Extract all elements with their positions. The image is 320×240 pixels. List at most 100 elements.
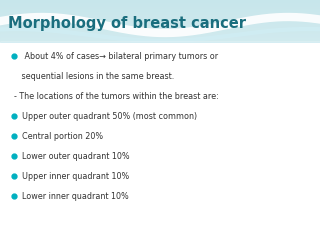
Bar xyxy=(0,175,320,176)
Bar xyxy=(0,170,320,172)
Text: - The locations of the tumors within the breast are:: - The locations of the tumors within the… xyxy=(14,92,219,101)
Bar xyxy=(0,128,320,130)
Bar xyxy=(0,220,320,222)
Bar xyxy=(0,235,320,236)
Bar xyxy=(0,10,320,12)
Bar xyxy=(0,76,320,78)
Bar xyxy=(0,210,320,211)
Bar xyxy=(0,31,320,32)
Bar xyxy=(0,111,320,113)
Bar xyxy=(0,52,320,54)
Text: Morphology of breast cancer: Morphology of breast cancer xyxy=(8,16,246,31)
Bar xyxy=(0,217,320,218)
Bar xyxy=(0,97,320,98)
Bar xyxy=(0,37,320,38)
Bar xyxy=(0,56,320,58)
Bar xyxy=(0,154,320,156)
Bar xyxy=(0,207,320,209)
Bar xyxy=(0,224,320,226)
Bar xyxy=(0,27,320,29)
Bar xyxy=(0,150,320,151)
Bar xyxy=(0,15,320,17)
Bar xyxy=(0,42,320,240)
Bar xyxy=(0,182,320,184)
Bar xyxy=(0,229,320,230)
Bar xyxy=(0,134,320,136)
Bar xyxy=(0,51,320,53)
Bar xyxy=(0,212,320,214)
Bar xyxy=(0,204,320,205)
Bar xyxy=(0,104,320,106)
Bar xyxy=(0,103,320,104)
Bar xyxy=(0,145,320,146)
Bar xyxy=(0,81,320,83)
Bar xyxy=(0,234,320,235)
Bar xyxy=(0,172,320,174)
Bar xyxy=(0,140,320,142)
Bar xyxy=(0,148,320,150)
Bar xyxy=(0,165,320,167)
Bar xyxy=(0,177,320,179)
Bar xyxy=(0,201,320,203)
Bar xyxy=(0,193,320,194)
Bar xyxy=(0,127,320,128)
Bar xyxy=(0,63,320,65)
Bar xyxy=(0,219,320,221)
Bar xyxy=(0,62,320,64)
Bar xyxy=(0,186,320,187)
Bar xyxy=(0,153,320,155)
Bar xyxy=(0,222,320,223)
Bar xyxy=(0,18,320,19)
Bar xyxy=(0,61,320,62)
Bar xyxy=(0,181,320,182)
Bar xyxy=(0,178,320,180)
Bar xyxy=(0,54,320,55)
Bar xyxy=(0,9,320,11)
Text: sequential lesions in the same breast.: sequential lesions in the same breast. xyxy=(14,72,174,81)
Bar xyxy=(0,84,320,85)
Bar xyxy=(0,60,320,61)
Bar xyxy=(0,82,320,84)
Bar xyxy=(0,93,320,95)
Bar xyxy=(0,169,320,170)
Bar xyxy=(0,45,320,240)
Text: Upper outer quadrant 50% (most common): Upper outer quadrant 50% (most common) xyxy=(22,112,197,121)
Bar xyxy=(0,225,320,227)
Bar xyxy=(0,118,320,120)
Bar xyxy=(0,57,320,59)
Bar xyxy=(0,21,320,23)
Bar xyxy=(0,152,320,154)
Bar xyxy=(0,32,320,34)
Bar xyxy=(0,116,320,118)
Bar xyxy=(0,100,320,102)
Bar xyxy=(0,195,320,197)
Bar xyxy=(0,122,320,124)
Bar xyxy=(0,115,320,116)
Bar xyxy=(0,192,320,193)
Bar xyxy=(0,7,320,8)
Bar xyxy=(0,91,320,92)
Bar xyxy=(0,13,320,14)
Bar xyxy=(0,68,320,70)
Bar xyxy=(0,79,320,80)
Bar xyxy=(0,28,320,30)
Bar xyxy=(0,141,320,143)
Bar xyxy=(0,85,320,86)
Bar xyxy=(0,205,320,206)
Bar xyxy=(0,86,320,88)
Bar xyxy=(0,133,320,134)
Bar xyxy=(0,146,320,148)
Bar xyxy=(0,43,320,44)
Bar xyxy=(0,174,320,175)
Bar xyxy=(0,19,320,20)
Bar xyxy=(0,121,320,122)
Bar xyxy=(0,74,320,76)
Bar xyxy=(0,171,320,173)
Bar xyxy=(0,238,320,240)
Bar xyxy=(0,105,320,107)
Bar xyxy=(0,142,320,144)
Bar xyxy=(0,87,320,89)
Bar xyxy=(0,230,320,232)
Bar xyxy=(0,3,320,5)
Bar xyxy=(0,180,320,181)
